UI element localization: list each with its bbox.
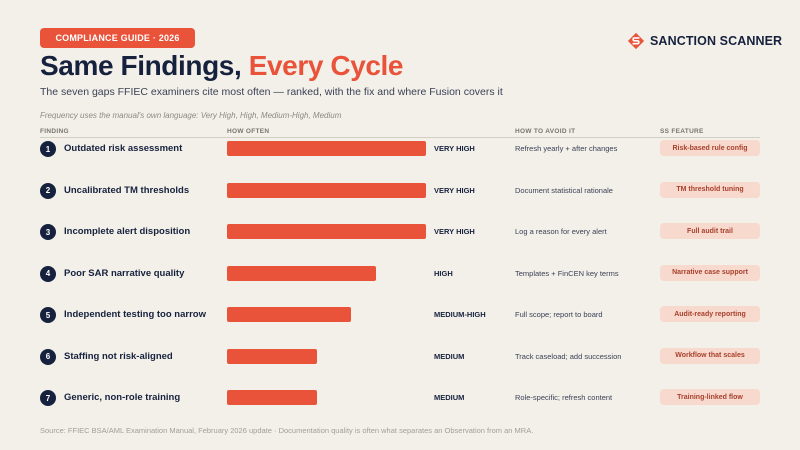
- frequency-note: Frequency uses the manual's own language…: [40, 111, 342, 120]
- finding-label: Generic, non-role training: [64, 392, 181, 403]
- rank-badge: 6: [40, 348, 56, 365]
- finding-row: 3 Incomplete alert disposition VERY HIGH Lo…: [0, 223, 800, 245]
- page-title: Same Findings, Every Cycle: [40, 50, 404, 82]
- frequency-bar: [227, 348, 317, 364]
- rank-badge: 3: [40, 224, 56, 240]
- frequency-label: MEDIUM-HIGH: [434, 310, 486, 319]
- frequency-bar: [227, 265, 376, 281]
- compliance-guide-badge: COMPLIANCE GUIDE · 2026: [40, 28, 195, 48]
- source-footnote: Source: FFIEC BSA/AML Examination Manual…: [40, 426, 534, 435]
- frequency-label: MEDIUM: [434, 351, 465, 361]
- frequency-bar: [227, 307, 351, 322]
- frequency-bar: [227, 141, 426, 156]
- finding-row: 2 Uncalibrated TM thresholds VERY HIGH Docu…: [0, 181, 800, 204]
- frequency-label: VERY HIGH: [434, 144, 475, 153]
- rank-badge: 5: [40, 307, 56, 323]
- fix-text: Refresh yearly + after changes: [515, 144, 618, 153]
- sanction-scanner-logo: SANCTION SCANNER: [627, 32, 782, 50]
- feature-pill: Narrative case support: [660, 264, 760, 281]
- fix-text: Document statistical rationale: [515, 185, 613, 195]
- finding-label: Outdated risk assessment: [64, 143, 183, 154]
- fix-text: Role-specific; refresh content: [515, 393, 613, 402]
- finding-label: Staffing not risk-aligned: [64, 350, 173, 362]
- header-divider: [40, 137, 760, 138]
- finding-label: Poor SAR narrative quality: [64, 267, 185, 279]
- finding-row: 7 Generic, non-role training MEDIUM Role-sp…: [0, 389, 800, 411]
- frequency-label: VERY HIGH: [434, 227, 475, 236]
- finding-row: 6 Staffing not risk-aligned MEDIUM Track ca…: [0, 347, 800, 370]
- column-header-how-to-avoid: HOW TO AVOID IT: [515, 128, 576, 135]
- rank-badge: 7: [40, 390, 56, 406]
- column-header-finding: FINDING: [40, 128, 69, 135]
- feature-pill: Audit-ready reporting: [660, 306, 760, 322]
- rank-badge: 2: [40, 182, 56, 199]
- finding-label: Uncalibrated TM thresholds: [64, 184, 190, 196]
- column-header-how-often: HOW OFTEN: [227, 128, 270, 135]
- frequency-bar: [227, 224, 426, 239]
- finding-label: Independent testing too narrow: [64, 309, 206, 320]
- frequency-bar: [227, 182, 426, 198]
- title-main: Same Findings,: [40, 50, 249, 81]
- rank-badge: 1: [40, 141, 56, 157]
- finding-row: 1 Outdated risk assessment VERY HIGH Refres…: [0, 140, 800, 162]
- finding-row: 4 Poor SAR narrative quality HIGH Templates…: [0, 264, 800, 287]
- fix-text: Templates + FinCEN key terms: [515, 268, 619, 278]
- feature-pill: Workflow that scales: [660, 347, 760, 364]
- frequency-label: VERY HIGH: [434, 185, 475, 195]
- rank-badge: 4: [40, 265, 56, 282]
- column-header-ss-feature: SS FEATURE: [660, 128, 704, 135]
- finding-row: 5 Independent testing too narrow MEDIUM-HI…: [0, 306, 800, 328]
- fix-text: Track caseload; add succession: [515, 351, 622, 361]
- title-accent: Every Cycle: [248, 50, 404, 81]
- feature-pill: Risk-based rule config: [660, 140, 760, 156]
- frequency-label: HIGH: [434, 268, 453, 278]
- feature-pill: Full audit trail: [660, 223, 760, 239]
- page-subtitle: The seven gaps FFIEC examiners cite most…: [40, 86, 503, 98]
- fix-text: Full scope; report to board: [515, 310, 603, 319]
- frequency-label: MEDIUM: [434, 393, 465, 402]
- frequency-bar: [227, 390, 317, 405]
- feature-pill: TM threshold tuning: [660, 181, 760, 198]
- finding-label: Incomplete alert disposition: [64, 226, 191, 237]
- feature-pill: Training-linked flow: [660, 389, 760, 405]
- sanction-scanner-logo-icon: [627, 32, 645, 50]
- fix-text: Log a reason for every alert: [515, 227, 607, 236]
- logo-text: SANCTION SCANNER: [650, 34, 783, 48]
